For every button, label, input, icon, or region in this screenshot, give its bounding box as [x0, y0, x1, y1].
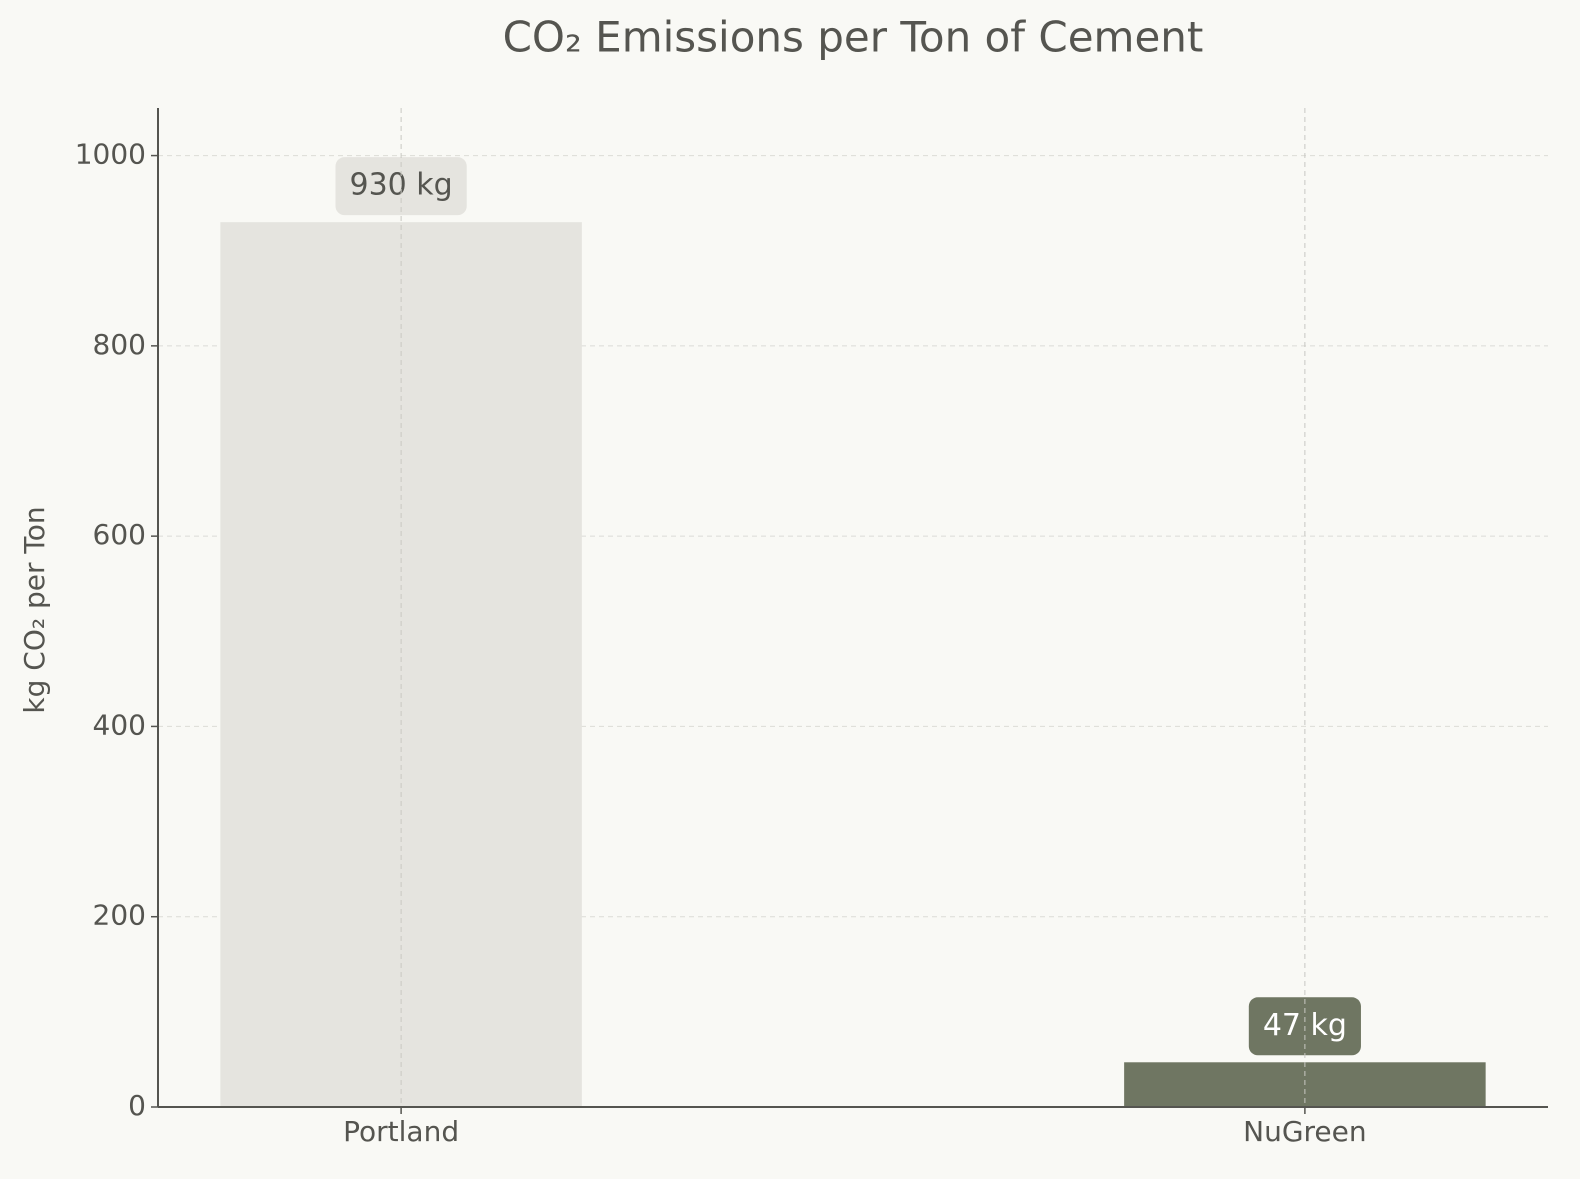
y-tick-label: 800 [93, 328, 146, 361]
y-tick-label: 400 [93, 708, 146, 741]
y-tick-label: 200 [93, 899, 146, 932]
value-label-box [335, 157, 467, 216]
y-axis-label: kg CO₂ per Ton [18, 506, 51, 713]
y-tick-label: 600 [93, 518, 146, 551]
chart-title: CO₂ Emissions per Ton of Cement [503, 13, 1204, 62]
y-tick-label: 0 [128, 1089, 146, 1122]
x-tick-label: NuGreen [1243, 1115, 1366, 1148]
y-tick-label: 1000 [75, 138, 146, 171]
x-tick-label: Portland [343, 1115, 459, 1148]
